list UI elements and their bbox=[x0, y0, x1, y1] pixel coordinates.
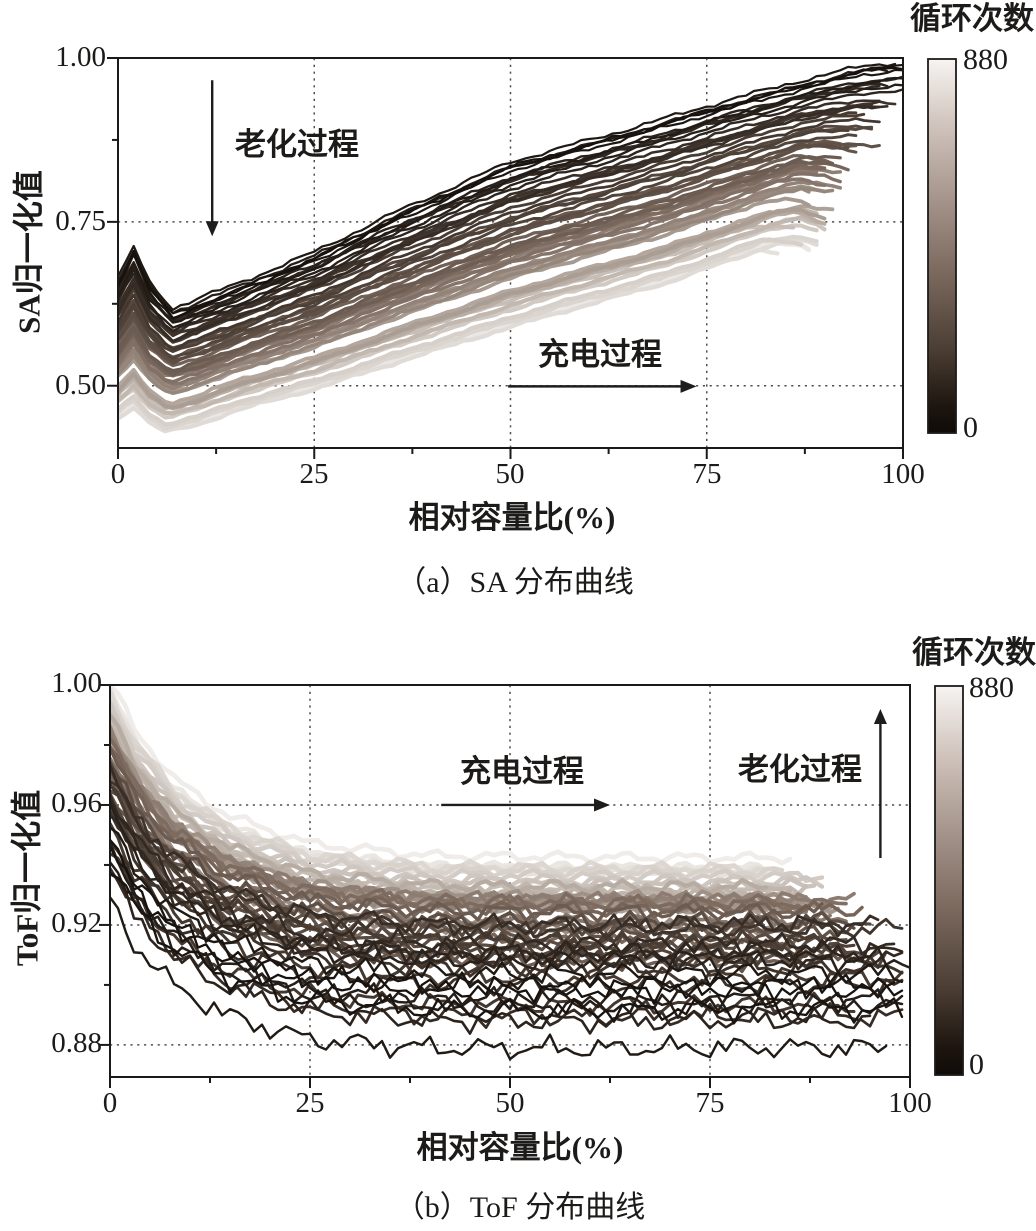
caption-b: （b）ToF 分布曲线 bbox=[394, 1191, 646, 1224]
y-axis-label-a: SA归一化值 bbox=[11, 170, 47, 334]
colorbar-max-label-b: 880 bbox=[969, 671, 1014, 704]
x-tick-label: 75 bbox=[692, 458, 722, 490]
y-tick-label: 1.00 bbox=[55, 41, 106, 73]
annotation-charging-b: 充电过程 bbox=[460, 754, 584, 789]
y-tick-label: 0.92 bbox=[51, 907, 102, 939]
colorbar-max-label-a: 880 bbox=[963, 43, 1008, 76]
x-tick-label: 25 bbox=[295, 1087, 325, 1119]
y-tick-label: 0.96 bbox=[51, 787, 102, 819]
x-tick-label: 50 bbox=[495, 458, 525, 490]
y-tick-label: 1.00 bbox=[51, 667, 102, 699]
x-tick-label: 0 bbox=[102, 1087, 118, 1119]
y-tick-label: 0.75 bbox=[55, 205, 106, 237]
y-tick-label: 0.50 bbox=[55, 369, 106, 401]
caption-a: （a）SA 分布曲线 bbox=[396, 566, 634, 599]
x-tick-label: 50 bbox=[495, 1087, 525, 1119]
y-tick-label: 0.88 bbox=[51, 1027, 102, 1059]
x-tick-label: 100 bbox=[881, 458, 925, 490]
colorbar-min-label-b: 0 bbox=[969, 1048, 984, 1081]
x-tick-label: 0 bbox=[110, 458, 126, 490]
x-tick-label: 100 bbox=[888, 1087, 932, 1119]
colorbar-min-label-a: 0 bbox=[963, 411, 978, 444]
x-tick-label: 75 bbox=[695, 1087, 725, 1119]
annotation-charging-a: 充电过程 bbox=[538, 337, 662, 372]
annotation-aging-a: 老化过程 bbox=[235, 127, 359, 162]
colorbar-title-b: 循环次数 bbox=[912, 635, 1036, 670]
x-axis-label-b: 相对容量比(%) bbox=[416, 1130, 624, 1165]
colorbar-title-a: 循环次数 bbox=[910, 1, 1034, 36]
annotation-aging-b: 老化过程 bbox=[738, 752, 862, 787]
x-tick-label: 25 bbox=[299, 458, 329, 490]
x-axis-label-a: 相对容量比(%) bbox=[408, 500, 616, 535]
y-axis-label-b: ToF归一化值 bbox=[9, 789, 45, 967]
